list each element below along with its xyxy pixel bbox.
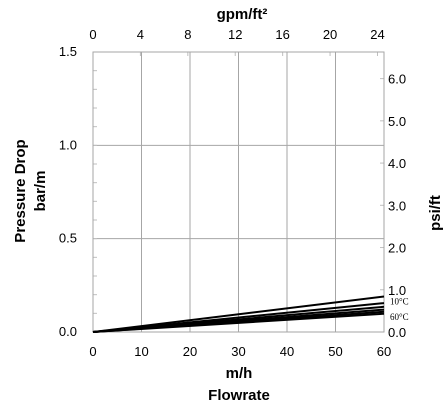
x2-tick-label: 8 [184, 27, 191, 42]
x2-tick-label: 20 [323, 27, 337, 42]
y2-tick-label: 6.0 [388, 72, 406, 87]
grid [92, 51, 385, 333]
x2-axis-title: gpm/ft² [217, 6, 268, 23]
x-tick-label: 0 [89, 344, 96, 359]
y-tick-label: 1.5 [59, 44, 77, 59]
y-tick-label: 0.0 [59, 324, 77, 339]
y-tick-label: 1.0 [59, 137, 77, 152]
x-tick-label: 30 [231, 344, 245, 359]
x2-tick-label: 0 [89, 27, 96, 42]
x-tick-label: 50 [328, 344, 342, 359]
plot-frame [92, 51, 385, 333]
y2-tick-label: 4.0 [388, 156, 406, 171]
y-axis-subtitle: bar/m [32, 171, 49, 212]
series-line-1 [92, 295, 385, 333]
x-axis-subtitle: Flowrate [208, 387, 270, 404]
series-layer [92, 295, 385, 333]
x-tick-label: 10 [134, 344, 148, 359]
x-tick-label: 20 [183, 344, 197, 359]
y-tick-label: 0.5 [59, 231, 77, 246]
series-line-6 [92, 312, 385, 333]
y2-tick-label: 2.0 [388, 241, 406, 256]
x2-tick-label: 24 [370, 27, 384, 42]
tick-labels: 0 10 20 30 40 50 60 0.0 0.5 1.0 1.5 0 4 8 12 16 20 24 0.0 1… [59, 27, 406, 359]
y2-tick-label: 3.0 [388, 198, 406, 213]
y2-tick-label: 1.0 [388, 283, 406, 298]
x-axis-title: m/h [226, 365, 253, 382]
x2-tick-label: 16 [275, 27, 289, 42]
x-tick-label: 60 [377, 344, 391, 359]
x-tick-label: 40 [280, 344, 294, 359]
y2-tick-label: 5.0 [388, 114, 406, 129]
temperature-label: 60°C [390, 312, 409, 322]
x2-tick-label: 12 [228, 27, 242, 42]
annotations: 10°C 60°C [390, 296, 409, 322]
y2-axis-title: psi/ft [427, 195, 443, 231]
x2-tick-label: 4 [137, 27, 144, 42]
y-axis-title: Pressure Drop [12, 139, 29, 242]
temperature-label: 10°C [390, 296, 409, 306]
y2-tick-label: 0.0 [388, 325, 406, 340]
